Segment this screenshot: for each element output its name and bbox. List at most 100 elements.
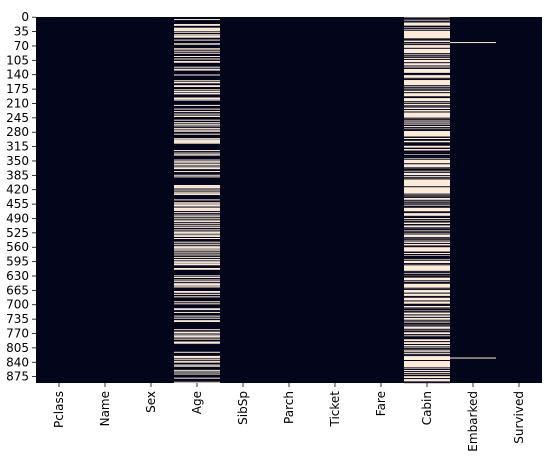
missing-cell-age [174,164,220,166]
present-cell-cabin [404,39,450,41]
missing-cell-age [174,119,220,121]
missing-cell-age [174,365,220,367]
present-cell-cabin [404,292,450,294]
present-cell-cabin [404,323,450,325]
missing-cell-age [174,381,220,383]
present-cell-cabin [404,237,450,239]
present-cell-cabin [404,296,450,298]
missing-cell-age [174,43,220,45]
y-tick-label: 0 [21,10,29,24]
missing-cell-age [174,111,220,113]
present-cell-cabin [404,62,450,64]
y-tick-label: 280 [6,125,29,139]
x-tick-label: Age [190,391,204,414]
present-cell-cabin [404,316,450,318]
present-cell-cabin [404,156,450,158]
missing-cell-age [174,261,220,263]
present-cell-cabin [404,163,450,165]
missing-cell-age [174,248,220,250]
missing-cell-age [174,69,220,71]
x-tick-label: Cabin [420,391,434,425]
present-cell-cabin [404,111,450,113]
missing-cell-age [174,317,220,319]
missing-cell-age [174,264,220,266]
missing-cell-age [174,61,220,63]
missing-cell-age [174,130,220,132]
missing-cell-age [174,162,220,164]
present-cell-cabin [404,259,450,261]
present-cell-cabin [404,255,450,257]
present-cell-cabin [404,56,450,58]
present-cell-cabin [404,42,450,44]
present-cell-cabin [404,221,450,223]
missing-cell-age [174,373,220,375]
present-cell-cabin [404,351,450,353]
missing-cell-age [174,187,220,189]
present-cell-cabin [404,240,450,242]
present-cell-cabin [404,54,450,56]
missing-cell-age [174,74,220,76]
missing-cell-age [174,360,220,362]
x-tick-label: Name [98,391,112,426]
missing-cell-age [174,129,220,131]
present-cell-cabin [404,211,450,213]
missing-cell-age [174,252,220,254]
missing-cell-age [174,235,220,237]
present-cell-cabin [404,148,450,150]
present-cell-cabin [404,77,450,79]
missing-cell-age [174,68,220,70]
present-cell-cabin [404,334,450,336]
present-cell-cabin [404,331,450,333]
missing-cell-age [174,127,220,129]
missing-cell-age [174,338,220,340]
missing-cell-age [174,28,220,30]
missing-cell-age [174,39,220,41]
present-cell-cabin [404,258,450,260]
present-cell-cabin [404,193,450,195]
present-cell-cabin [404,53,450,55]
present-cell-cabin [404,196,450,198]
present-cell-cabin [404,118,450,120]
missing-cell-age [174,232,220,234]
present-cell-cabin [404,321,450,323]
present-cell-cabin [404,355,450,357]
missing-cell-age [174,36,220,38]
missing-cell-age [174,31,220,33]
present-cell-cabin [404,300,450,302]
missing-cell-age [174,27,220,29]
missing-cell-age [174,358,220,360]
present-cell-cabin [404,378,450,380]
missing-cell-age [174,260,220,262]
missing-cell-age [174,97,220,99]
y-tick-label: 455 [6,197,29,211]
present-cell-cabin [404,217,450,219]
y-tick-label: 420 [6,183,29,197]
missing-cell-age [174,66,220,68]
present-cell-cabin [404,89,450,91]
missing-cell-age [174,199,220,201]
present-cell-cabin [404,280,450,282]
present-cell-cabin [404,282,450,284]
present-cell-cabin [404,58,450,60]
missing-cell-age [174,204,220,206]
missing-cell-age [174,189,220,191]
present-cell-cabin [404,309,450,311]
present-cell-cabin [404,319,450,321]
missing-cell-age [174,194,220,196]
missing-cell-age [174,34,220,36]
missing-cell-age [174,30,220,32]
present-cell-cabin [404,251,450,253]
y-tick-label: 105 [6,53,29,67]
present-cell-cabin [404,65,450,67]
missing-cell-age [174,138,220,140]
present-cell-cabin [404,129,450,131]
present-cell-cabin [404,25,450,27]
y-tick-label: 805 [6,341,29,355]
present-cell-cabin [404,117,450,119]
y-tick-label: 700 [6,298,29,312]
missing-cell-age [174,262,220,264]
missing-cell-age [174,293,220,295]
missing-cell-age [174,335,220,337]
missing-cell-age [174,192,220,194]
present-cell-cabin [404,330,450,332]
